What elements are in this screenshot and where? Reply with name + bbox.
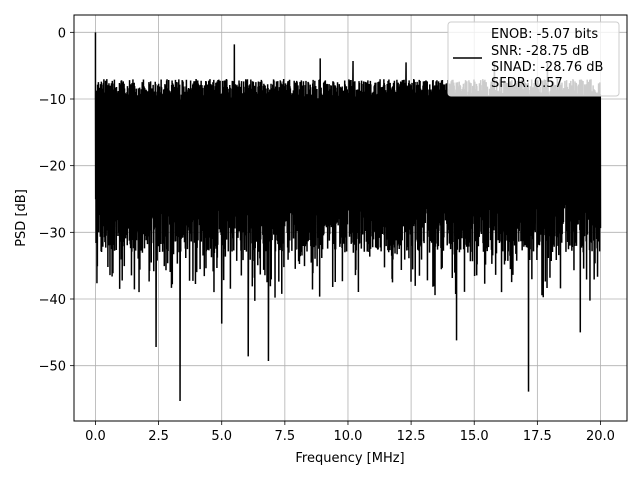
x-tick-label: 10.0 — [333, 429, 362, 444]
y-tick-label: −20 — [39, 160, 66, 175]
x-tick-label: 20.0 — [586, 429, 615, 444]
x-tick-label: 15.0 — [460, 429, 489, 444]
x-tick-label: 5.0 — [211, 429, 232, 444]
legend-sfdr: SFDR: 0.57 — [491, 76, 563, 91]
y-tick-label: 0 — [58, 26, 66, 41]
x-axis-label: Frequency [MHz] — [295, 451, 404, 466]
axes-frame — [73, 14, 628, 422]
legend-box — [447, 21, 620, 97]
legend: ENOB: -5.07 bits SNR: -28.75 dB SINAD: -… — [447, 21, 620, 97]
legend-snr: SNR: -28.75 dB — [491, 44, 589, 59]
psd-series-line — [94, 32, 602, 402]
legend-enob: ENOB: -5.07 bits — [491, 27, 598, 42]
x-axis-ticks: 0.0 2.5 5.0 7.5 10.0 12.5 15.0 17.5 20.0 — [85, 421, 615, 444]
x-tick-label: 0.0 — [85, 429, 106, 444]
y-tick-label: −10 — [39, 93, 66, 108]
y-tick-label: −30 — [39, 226, 66, 241]
x-tick-label: 17.5 — [523, 429, 552, 444]
x-tick-label: 7.5 — [275, 429, 296, 444]
legend-sinad: SINAD: -28.76 dB — [491, 60, 603, 75]
y-axis-label: PSD [dB] — [14, 189, 29, 247]
y-tick-label: −40 — [39, 293, 66, 308]
y-axis-ticks: 0 −10 −20 −30 −40 −50 — [39, 26, 74, 375]
x-tick-label: 2.5 — [148, 429, 169, 444]
plot-area — [94, 32, 602, 402]
y-tick-label: −50 — [39, 360, 66, 375]
x-tick-label: 12.5 — [397, 429, 426, 444]
